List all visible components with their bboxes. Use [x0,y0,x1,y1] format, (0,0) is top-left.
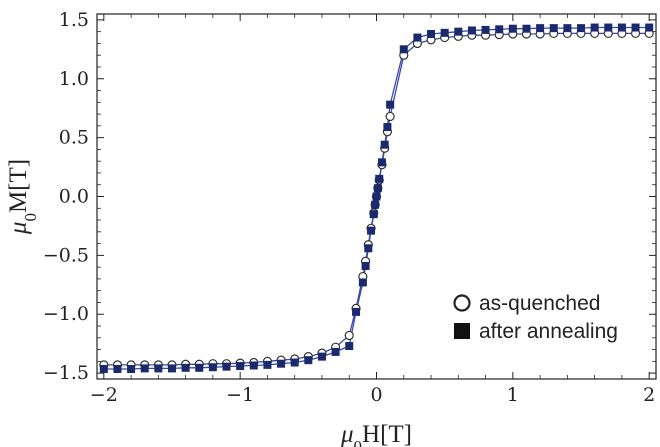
data-point-after-annealing [140,364,149,373]
data-point-after-annealing [290,358,299,367]
data-point-after-annealing [440,28,449,37]
data-point-after-annealing [99,364,108,373]
data-point-after-annealing [371,200,380,209]
data-point-after-annealing [604,23,613,32]
data-point-after-annealing [383,123,392,132]
y-axis-ticks: −1.5 −1.0 −0.5 0.0 0.5 1.0 1.5 [43,9,656,384]
data-point-after-annealing [375,174,384,183]
x-tick-label: 1 [507,384,519,406]
data-point-after-annealing [645,23,654,32]
data-point-after-annealing [222,362,231,371]
data-point-after-annealing [249,361,258,370]
data-point-after-annealing [399,45,408,54]
data-point-after-annealing [536,24,545,33]
data-point-after-annealing [413,33,422,42]
x-tick-label: 0 [370,384,382,406]
legend: as-quenched after annealing [453,292,618,343]
data-point-after-annealing [508,24,517,33]
data-point-after-annealing [372,192,381,201]
data-point-as-quenched [385,111,395,122]
data-point-after-annealing [277,359,286,368]
data-point-after-annealing [304,356,313,365]
y-tick-label: −1.0 [43,303,89,325]
data-point-after-annealing [364,244,373,253]
data-point-after-annealing [454,27,463,36]
y-tick-label: 1.5 [59,9,89,31]
data-point-after-annealing [631,23,640,32]
y-tick-label: 0.0 [59,186,89,208]
y-tick-label: −0.5 [43,244,89,266]
data-point-after-annealing [361,261,370,270]
data-point-after-annealing [577,24,586,33]
data-point-after-annealing [331,347,340,356]
y-axis-title: μ0M[T] [5,159,40,235]
data-point-as-quenched [344,330,354,341]
x-tick-label: 2 [643,384,655,406]
data-point-after-annealing [358,278,367,287]
data-point-after-annealing [345,342,354,351]
data-point-after-annealing [522,24,531,33]
data-point-after-annealing [495,25,504,34]
y-tick-label: −1.5 [43,362,89,384]
data-point-after-annealing [195,363,204,372]
legend-marker-as-quenched [453,294,471,312]
data-point-after-annealing [367,226,376,235]
data-point-after-annealing [208,363,217,372]
data-point-after-annealing [549,24,558,33]
series-markers [99,23,654,373]
legend-label: as-quenched [479,292,600,315]
data-point-after-annealing [386,100,395,109]
data-point-after-annealing [181,363,190,372]
data-point-after-annealing [380,140,389,149]
x-axis-ticks: −2 −1 0 1 2 [90,14,655,406]
data-point-after-annealing [167,364,176,373]
data-point-after-annealing [317,352,326,361]
data-point-after-annealing [590,23,599,32]
data-point-after-annealing [617,23,626,32]
y-tick-label: 1.0 [59,68,89,90]
data-point-after-annealing [373,184,382,193]
data-point-after-annealing [113,364,122,373]
data-point-after-annealing [369,210,378,219]
x-tick-label: −1 [226,384,254,406]
legend-label: after annealing [479,320,618,343]
data-point-after-annealing [481,25,490,34]
data-point-after-annealing [127,364,136,373]
y-tick-label: 0.5 [59,127,89,149]
data-point-after-annealing [377,158,386,167]
legend-marker-after-annealing [454,323,470,339]
data-point-after-annealing [563,24,572,33]
data-point-after-annealing [427,30,436,39]
data-point-after-annealing [154,364,163,373]
x-axis-title: μ0H[T] [340,421,412,447]
data-point-after-annealing [467,26,476,35]
data-point-after-annealing [236,362,245,371]
x-tick-label: −2 [90,384,118,406]
data-point-after-annealing [352,307,361,316]
data-point-after-annealing [263,360,272,369]
